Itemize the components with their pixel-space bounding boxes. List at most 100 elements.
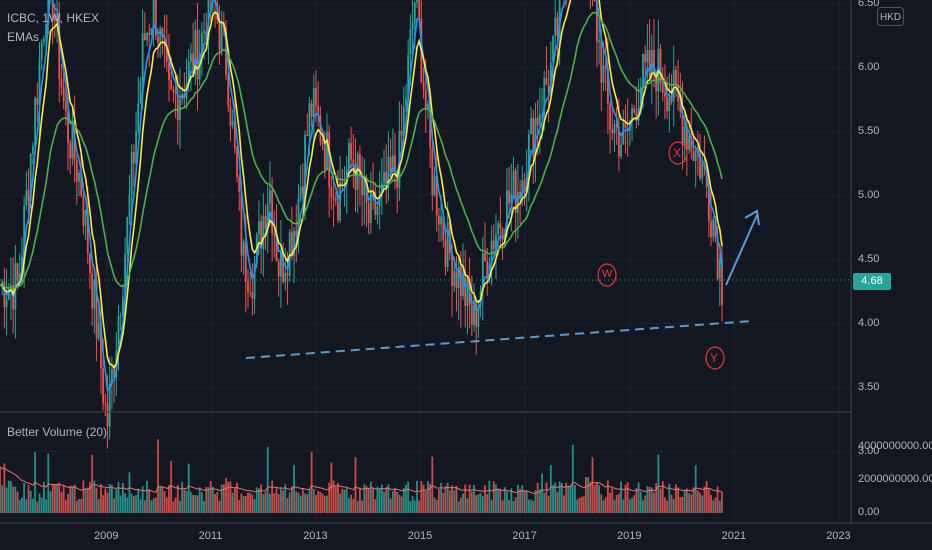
wave-label-x xyxy=(668,141,688,165)
volume-bar xyxy=(549,464,552,513)
volume-bar xyxy=(231,492,234,513)
volume-bar xyxy=(132,496,135,513)
candle-body xyxy=(431,147,434,196)
volume-bar xyxy=(3,463,6,513)
candle-body xyxy=(354,163,357,191)
volume-bar xyxy=(308,489,311,513)
candle-body xyxy=(119,315,122,317)
symbol-title[interactable]: ICBC, 1W, HKEX xyxy=(7,11,100,25)
volume-bar xyxy=(115,489,118,513)
candle-body xyxy=(159,28,162,43)
price-tick-label: 3.00 xyxy=(858,444,880,457)
volume-bar xyxy=(517,484,519,513)
candle-body xyxy=(106,403,109,427)
candle-body xyxy=(716,236,719,279)
volume-bar xyxy=(0,466,1,513)
candle-body xyxy=(233,120,236,149)
candle-body xyxy=(229,106,232,126)
candle-body xyxy=(642,53,644,88)
volume-bar xyxy=(317,490,320,513)
candle-body xyxy=(299,186,302,200)
candle-body xyxy=(91,273,94,309)
candle-body xyxy=(538,114,541,126)
candle-body xyxy=(714,219,717,237)
volume-bar xyxy=(150,500,153,513)
volume-bar xyxy=(310,452,313,513)
candle-body xyxy=(688,136,690,150)
volume-bar xyxy=(402,488,405,513)
candle-body xyxy=(12,284,15,310)
volume-bar xyxy=(49,491,52,513)
volume-indicator-label[interactable]: Better Volume (20) xyxy=(7,425,108,439)
volume-bar xyxy=(104,488,107,513)
candle-body xyxy=(200,33,203,54)
volume-bar xyxy=(664,497,666,513)
volume-bar xyxy=(501,500,504,513)
volume-bar xyxy=(567,485,570,513)
candle-body xyxy=(646,50,649,62)
candle-body xyxy=(376,206,379,215)
candle-body xyxy=(124,253,126,297)
volume-bar xyxy=(707,489,710,513)
volume-bar xyxy=(326,495,328,513)
volume-bar xyxy=(374,499,377,513)
candle-body xyxy=(541,113,543,115)
volume-bar xyxy=(299,495,302,513)
candle-body xyxy=(337,201,339,221)
candle-body xyxy=(192,53,195,75)
candle-body xyxy=(670,97,673,102)
candle-body xyxy=(170,80,173,90)
ema-indicator-label[interactable]: EMAs xyxy=(7,30,40,44)
volume-bar xyxy=(181,482,184,513)
candle-body xyxy=(606,67,609,104)
volume-bar xyxy=(38,493,41,513)
volume-bar xyxy=(499,490,502,513)
volume-bar xyxy=(543,492,546,513)
volume-bar xyxy=(60,491,63,513)
time-tick-label: 2021 xyxy=(721,530,747,542)
candle-body xyxy=(271,190,274,234)
volume-bar xyxy=(363,484,366,513)
volume-bar xyxy=(45,499,47,513)
volume-bar xyxy=(385,487,388,513)
candle-body xyxy=(102,368,105,404)
candle-body xyxy=(62,87,65,101)
volume-bar xyxy=(42,481,45,513)
candle-body xyxy=(635,112,638,121)
volume-bar xyxy=(304,493,306,513)
candle-body xyxy=(446,222,449,268)
volume-bar xyxy=(18,499,21,513)
volume-bar xyxy=(128,472,131,513)
volume-bar xyxy=(578,497,581,513)
volume-bar xyxy=(113,498,116,513)
volume-bar xyxy=(233,487,236,513)
candle-body xyxy=(187,61,190,84)
candle-body xyxy=(497,223,500,235)
candle-body xyxy=(108,384,111,427)
candle-body xyxy=(111,368,113,385)
volume-bar xyxy=(266,447,269,513)
volume-bar xyxy=(486,494,489,513)
candle-body xyxy=(67,111,69,144)
volume-bar xyxy=(398,494,401,513)
candle-body xyxy=(527,134,530,178)
volume-bar xyxy=(249,492,252,513)
candle-body xyxy=(517,191,519,213)
volume-bar xyxy=(75,500,78,513)
volume-bar xyxy=(262,494,265,513)
candle-body xyxy=(293,230,295,257)
volume-bar xyxy=(58,482,61,513)
volume-bar xyxy=(369,481,372,513)
currency-badge[interactable]: HKD xyxy=(877,7,904,26)
candle-body xyxy=(712,219,715,237)
volume-bar xyxy=(633,495,636,513)
ema-slow-line xyxy=(0,11,723,291)
candle-body xyxy=(58,13,61,79)
candle-body xyxy=(236,148,238,178)
candle-body xyxy=(258,221,260,235)
candle-body xyxy=(367,202,370,224)
candle-body xyxy=(664,92,666,97)
candle-body xyxy=(596,1,598,43)
candle-body xyxy=(462,272,464,297)
